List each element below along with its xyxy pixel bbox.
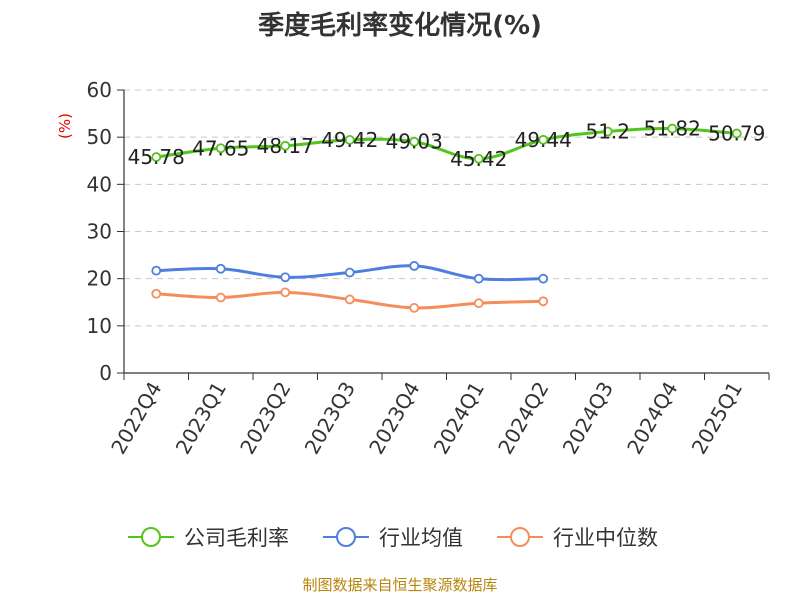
data-point[interactable] xyxy=(151,288,162,299)
y-tick-label: 60 xyxy=(87,78,112,102)
data-point[interactable] xyxy=(344,135,355,145)
x-tick-label: 2024Q3 xyxy=(558,378,618,459)
data-point[interactable] xyxy=(409,261,420,271)
x-tick-label: 2022Q4 xyxy=(106,378,166,459)
data-point[interactable] xyxy=(215,143,226,154)
x-tick-label: 2023Q3 xyxy=(300,378,360,459)
x-tick-label: 2023Q1 xyxy=(171,378,231,459)
x-tick-label: 2025Q1 xyxy=(687,378,747,459)
data-label: 49.42 xyxy=(321,128,378,152)
legend-label[interactable]: 公司毛利率 xyxy=(184,526,289,550)
data-point[interactable] xyxy=(538,134,549,145)
data-label: 49.44 xyxy=(515,128,572,152)
data-point[interactable] xyxy=(473,273,484,284)
x-tick-label: 2023Q4 xyxy=(364,378,424,459)
data-point[interactable] xyxy=(538,296,549,307)
legend-marker xyxy=(336,527,356,547)
data-point[interactable] xyxy=(151,265,162,276)
series-layer: 45.78 47.65 48.17 49.42 49.03 45.42 49.44 51.2 5… xyxy=(128,117,765,313)
data-label: 49.03 xyxy=(386,130,443,154)
data-point[interactable] xyxy=(538,273,549,284)
y-tick-label: 30 xyxy=(87,220,112,244)
data-point[interactable] xyxy=(151,152,162,162)
data-label: 45.78 xyxy=(128,145,185,169)
legend[interactable]: 公司毛利率 行业均值 行业中位数 xyxy=(128,526,658,550)
y-tick-label: 50 xyxy=(87,125,112,149)
y-tick-label: 10 xyxy=(87,314,112,338)
x-tick-label: 2024Q1 xyxy=(429,378,489,459)
data-point[interactable] xyxy=(667,123,678,134)
data-point[interactable] xyxy=(344,294,355,305)
data-point[interactable] xyxy=(731,128,742,139)
data-label: 51.82 xyxy=(644,117,701,141)
legend-label[interactable]: 行业中位数 xyxy=(553,526,658,550)
data-point[interactable] xyxy=(409,303,420,313)
data-point[interactable] xyxy=(215,292,226,303)
data-point[interactable] xyxy=(473,298,484,309)
data-label: 48.17 xyxy=(257,134,314,158)
data-label: 51.2 xyxy=(585,120,630,144)
y-tick-label: 20 xyxy=(87,267,112,291)
data-point[interactable] xyxy=(280,272,291,283)
source-note: 制图数据来自恒生聚源数据库 xyxy=(302,576,497,594)
x-tick-label: 2024Q2 xyxy=(493,378,553,459)
data-point[interactable] xyxy=(602,126,613,137)
x-tick-label: 2024Q4 xyxy=(622,378,682,459)
data-point[interactable] xyxy=(280,287,291,298)
y-axis-label: (%) xyxy=(56,113,74,139)
data-point[interactable] xyxy=(409,136,420,147)
data-point[interactable] xyxy=(344,267,355,278)
data-point[interactable] xyxy=(215,263,226,274)
data-label: 50.79 xyxy=(708,121,765,145)
y-tick-label: 40 xyxy=(87,172,112,196)
legend-label[interactable]: 行业均值 xyxy=(379,526,463,550)
legend-marker xyxy=(141,527,161,547)
y-tick-label: 0 xyxy=(99,361,112,385)
data-label: 45.42 xyxy=(450,147,507,171)
data-point[interactable] xyxy=(473,153,484,164)
x-tick-label: 2023Q2 xyxy=(235,378,295,459)
grid xyxy=(124,89,769,327)
series-line xyxy=(156,127,737,161)
legend-marker xyxy=(510,527,530,547)
chart-title: 季度毛利率变化情况(%) xyxy=(258,10,542,41)
data-label: 47.65 xyxy=(192,136,249,160)
data-point[interactable] xyxy=(280,140,291,151)
